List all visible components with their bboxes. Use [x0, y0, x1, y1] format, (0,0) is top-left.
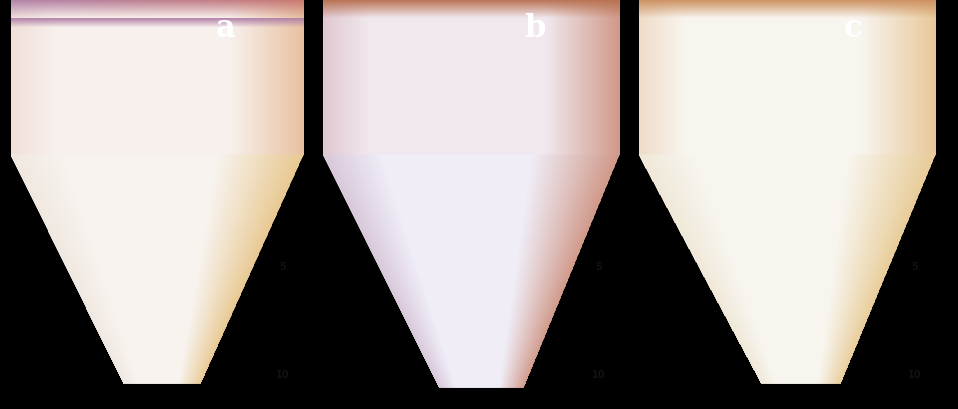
Text: 10: 10 — [908, 369, 922, 379]
Text: 5: 5 — [279, 261, 286, 271]
Text: 10: 10 — [592, 369, 605, 379]
Text: 10: 10 — [276, 369, 289, 379]
Text: a: a — [216, 13, 235, 44]
Text: 5: 5 — [595, 261, 603, 271]
Text: c: c — [843, 13, 862, 44]
Text: 5: 5 — [911, 261, 919, 271]
Text: b: b — [524, 13, 545, 44]
